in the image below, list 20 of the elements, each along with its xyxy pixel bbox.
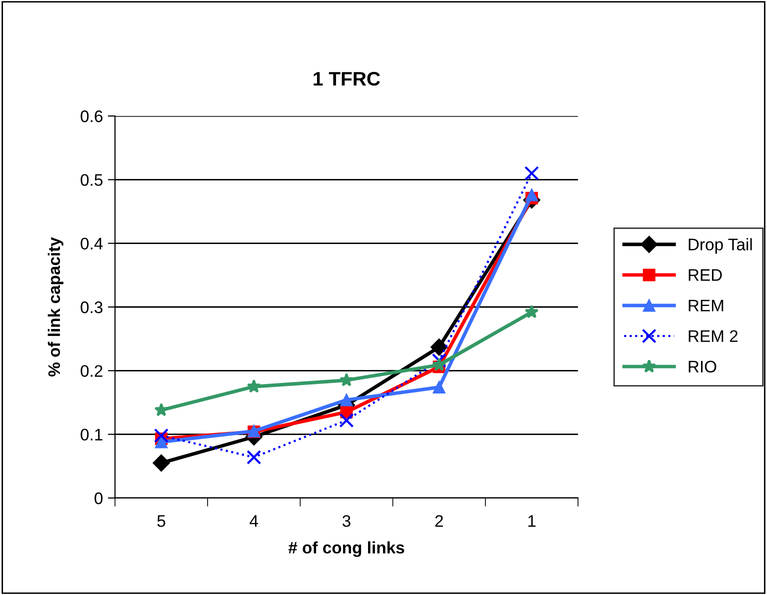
x-tick-label: 4	[250, 515, 258, 527]
chart-title: 1 TFRC	[314, 72, 380, 86]
legend-label: RIO	[688, 360, 716, 373]
legend-label: RED	[688, 269, 722, 281]
y-tick-label: 0.3	[80, 301, 102, 314]
y-tick-label: 0.5	[80, 174, 102, 186]
x-tick-label: 3	[342, 515, 350, 527]
legend-label: Drop Tail	[688, 238, 752, 254]
x-axis-title: # of cong links	[288, 541, 404, 557]
y-tick-label: 0.6	[80, 110, 102, 122]
y-tick-label: 0	[94, 492, 103, 504]
y-tick-label: 0.1	[80, 428, 102, 441]
legend-label: REM	[688, 300, 724, 312]
x-tick-label: 1	[528, 515, 536, 527]
y-axis-title: % of link capacity	[48, 237, 64, 377]
y-tick-label: 0.2	[80, 365, 102, 377]
x-tick-label: 2	[435, 515, 443, 527]
y-tick-label: 0.4	[80, 238, 103, 250]
legend-label: REM 2	[688, 330, 738, 342]
x-tick-label: 5	[157, 515, 166, 527]
